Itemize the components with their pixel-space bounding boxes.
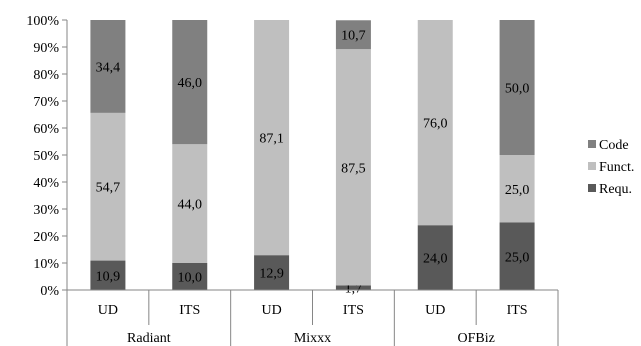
data-label: 87,1 bbox=[259, 132, 284, 147]
y-tick-label: 50% bbox=[33, 149, 59, 164]
x-group-label: Mixxx bbox=[294, 331, 331, 346]
y-tick-label: 40% bbox=[33, 176, 59, 191]
data-label: 54,7 bbox=[96, 181, 121, 196]
legend-label: Code bbox=[599, 138, 629, 153]
legend-label: Requ. bbox=[599, 182, 632, 197]
x-category-label: ITS bbox=[507, 303, 528, 318]
data-label: 10,0 bbox=[178, 271, 203, 286]
data-label: 12,9 bbox=[259, 267, 284, 282]
legend-swatch bbox=[588, 140, 596, 148]
data-label: 10,9 bbox=[96, 269, 121, 284]
x-category-label: UD bbox=[98, 303, 118, 318]
data-label: 76,0 bbox=[423, 117, 448, 132]
data-label: 24,0 bbox=[423, 252, 448, 267]
data-label: 34,4 bbox=[96, 60, 121, 75]
y-tick-label: 10% bbox=[33, 257, 59, 272]
y-tick-label: 100% bbox=[26, 14, 59, 29]
bar-segment-requ bbox=[417, 225, 453, 290]
bar-segment-requ bbox=[499, 222, 535, 290]
bar-segment-funct bbox=[499, 155, 535, 223]
x-group-label: Radiant bbox=[127, 331, 171, 346]
y-tick-label: 70% bbox=[33, 95, 59, 110]
bar-segment-funct bbox=[417, 20, 453, 226]
bar-segment-code bbox=[335, 20, 371, 50]
bar-segment-requ bbox=[254, 255, 290, 290]
x-category-label: ITS bbox=[343, 303, 364, 318]
legend-swatch bbox=[588, 162, 596, 170]
x-category-label: UD bbox=[261, 303, 281, 318]
bar-segment-requ bbox=[172, 263, 208, 290]
data-label: 1,7 bbox=[345, 282, 363, 297]
data-label: 25,0 bbox=[505, 250, 530, 265]
data-label: 87,5 bbox=[341, 161, 366, 176]
x-category-label: UD bbox=[425, 303, 445, 318]
y-tick-label: 0% bbox=[40, 284, 59, 299]
bar-segment-funct bbox=[172, 144, 208, 263]
bar-segment-funct bbox=[90, 112, 126, 261]
legend-label: Funct. bbox=[599, 160, 634, 175]
data-label: 10,7 bbox=[341, 29, 366, 44]
y-tick-label: 90% bbox=[33, 41, 59, 56]
bar-segment-code bbox=[90, 20, 126, 113]
bar-segment-code bbox=[499, 20, 535, 155]
bar-segment-code bbox=[172, 20, 208, 145]
data-label: 25,0 bbox=[505, 183, 530, 198]
bar-segment-requ bbox=[90, 260, 126, 290]
x-category-label: ITS bbox=[179, 303, 200, 318]
data-label: 46,0 bbox=[178, 76, 203, 91]
y-tick-label: 60% bbox=[33, 122, 59, 137]
y-tick-label: 80% bbox=[33, 68, 59, 83]
data-label: 44,0 bbox=[178, 198, 203, 213]
bar-segment-requ bbox=[335, 285, 371, 290]
bar-segment-funct bbox=[254, 20, 290, 256]
data-label: 50,0 bbox=[505, 82, 530, 97]
legend-swatch bbox=[588, 184, 596, 192]
y-tick-label: 30% bbox=[33, 203, 59, 218]
bar-segment-funct bbox=[335, 49, 371, 286]
y-tick-label: 20% bbox=[33, 230, 59, 245]
x-group-label: OFBiz bbox=[457, 331, 494, 346]
